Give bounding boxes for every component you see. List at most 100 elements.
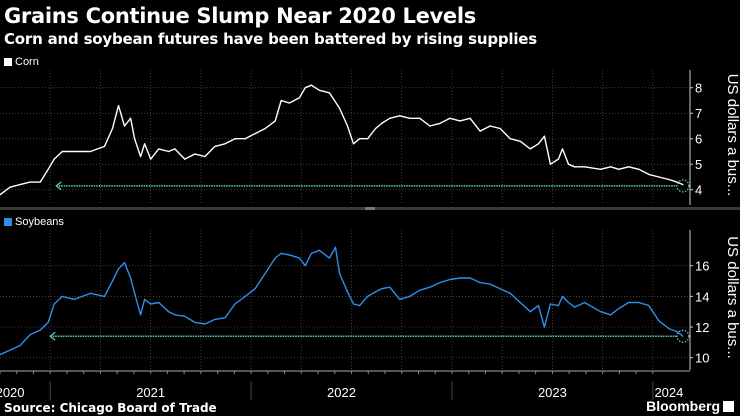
data-point: [328, 257, 331, 259]
data-point: [549, 303, 552, 305]
data-point: [280, 252, 282, 255]
data-point: [469, 277, 471, 279]
data-point: [129, 277, 132, 279]
data-point: [204, 323, 206, 325]
data-point: [529, 311, 531, 313]
legend-soybeans: Soybeans: [4, 216, 64, 228]
data-point: [338, 107, 341, 109]
data-point: [254, 288, 256, 290]
series-line-soybeans: [0, 246, 684, 356]
data-point: [557, 158, 560, 160]
data-point: [682, 335, 684, 337]
x-tick-label: 2023: [538, 385, 567, 400]
data-point: [618, 308, 620, 310]
data-point: [543, 326, 545, 328]
data-point: [583, 301, 586, 304]
data-point: [658, 176, 660, 178]
data-point: [449, 117, 451, 119]
data-point: [133, 292, 136, 294]
data-point: [439, 122, 441, 125]
data-point: [557, 304, 560, 307]
data-point: [140, 155, 142, 158]
data-point: [310, 252, 312, 255]
data-point: [158, 148, 160, 150]
data-point: [479, 130, 481, 132]
data-point: [399, 298, 401, 301]
y-tick-label: 16: [695, 259, 709, 274]
data-point: [53, 158, 55, 160]
data-point: [274, 257, 276, 259]
data-point: [648, 304, 650, 307]
data-point: [367, 138, 369, 140]
data-point: [610, 314, 612, 316]
data-point: [288, 254, 290, 256]
data-point: [429, 125, 431, 127]
data-point: [334, 246, 337, 248]
data-point: [567, 163, 570, 165]
data-point: [298, 257, 300, 259]
data-point: [47, 168, 49, 170]
data-point: [658, 320, 660, 322]
data-point: [479, 281, 481, 284]
data-point: [389, 117, 391, 119]
data-point: [358, 138, 361, 140]
data-point: [676, 181, 678, 183]
data-point: [103, 295, 106, 297]
data-point: [489, 283, 491, 285]
x-tick-label: 2020: [0, 385, 25, 400]
data-point: [0, 194, 1, 196]
highlight-circle: [676, 179, 690, 193]
data-point: [561, 148, 564, 150]
data-point: [19, 344, 21, 347]
data-point: [288, 102, 290, 104]
data-point: [19, 184, 21, 186]
legend-label-soybeans: Soybeans: [15, 216, 64, 228]
data-point: [117, 268, 120, 270]
data-point: [310, 84, 312, 86]
data-point: [184, 315, 186, 317]
data-point: [469, 117, 471, 119]
y-tick-label: 10: [695, 351, 709, 366]
data-point: [234, 303, 236, 305]
data-point: [264, 272, 266, 274]
data-point: [224, 143, 226, 145]
data-point: [676, 331, 678, 333]
legend-swatch-soybeans: [4, 218, 12, 226]
data-point: [111, 280, 114, 282]
highlight-circle: [676, 329, 690, 343]
data-point: [668, 327, 670, 330]
y-tick-label: 7: [695, 106, 702, 121]
data-point: [600, 168, 602, 170]
data-point: [682, 184, 684, 186]
data-point: [618, 168, 620, 170]
bloomberg-chart-icon: [723, 401, 734, 412]
data-point: [459, 120, 461, 122]
data-point: [234, 138, 236, 140]
y-tick-label: 8: [695, 81, 702, 96]
data-point: [274, 120, 276, 122]
data-point: [409, 295, 411, 297]
data-point: [628, 166, 630, 168]
data-point: [111, 127, 114, 130]
data-point: [174, 314, 176, 316]
data-point: [529, 148, 531, 150]
x-tick-label: 2022: [327, 385, 356, 400]
data-point: [419, 117, 421, 119]
data-point: [668, 178, 670, 181]
y-axis-label: US dollars a bus...: [724, 236, 740, 359]
data-point: [638, 301, 640, 304]
data-point: [47, 321, 49, 324]
data-point: [610, 166, 612, 168]
data-point: [61, 150, 63, 153]
data-point: [537, 304, 539, 307]
data-point: [144, 298, 146, 301]
legend-swatch-corn: [4, 58, 12, 66]
data-point: [224, 317, 226, 319]
data-point: [174, 148, 176, 150]
data-point: [573, 306, 576, 308]
data-point: [150, 158, 152, 160]
data-point: [129, 117, 132, 119]
data-point: [298, 97, 300, 99]
data-point: [280, 99, 282, 102]
source-note: Source: Chicago Board of Trade: [4, 401, 217, 415]
